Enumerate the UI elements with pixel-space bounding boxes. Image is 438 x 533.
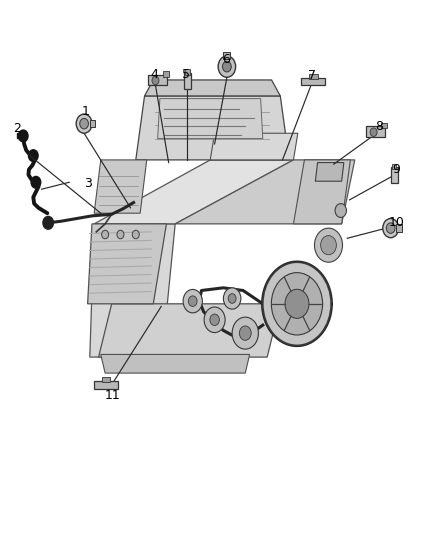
Polygon shape: [293, 160, 350, 224]
Text: 4: 4: [151, 68, 159, 81]
Polygon shape: [185, 69, 190, 75]
Polygon shape: [88, 224, 166, 304]
Circle shape: [232, 317, 258, 349]
Text: 3: 3: [84, 177, 92, 190]
Polygon shape: [392, 164, 396, 169]
Polygon shape: [90, 120, 95, 127]
Polygon shape: [90, 224, 175, 357]
Circle shape: [383, 219, 399, 238]
Circle shape: [31, 176, 41, 188]
Circle shape: [228, 294, 236, 303]
Text: 6: 6: [222, 53, 230, 66]
Circle shape: [152, 76, 159, 85]
Polygon shape: [381, 123, 387, 128]
Circle shape: [80, 118, 88, 129]
Circle shape: [335, 204, 346, 217]
Polygon shape: [136, 96, 289, 160]
Polygon shape: [223, 52, 230, 59]
Circle shape: [218, 56, 236, 77]
Circle shape: [28, 150, 38, 161]
Circle shape: [263, 262, 331, 345]
Polygon shape: [145, 80, 280, 96]
Circle shape: [183, 289, 202, 313]
Polygon shape: [396, 224, 402, 232]
Circle shape: [223, 288, 241, 309]
Circle shape: [188, 296, 197, 306]
Text: 1: 1: [81, 106, 89, 118]
Polygon shape: [94, 160, 293, 224]
Circle shape: [271, 273, 322, 335]
Polygon shape: [163, 71, 169, 77]
Polygon shape: [315, 163, 344, 181]
Circle shape: [204, 307, 225, 333]
Polygon shape: [101, 354, 250, 373]
Circle shape: [239, 326, 251, 341]
Circle shape: [18, 130, 28, 142]
Polygon shape: [184, 73, 191, 89]
Polygon shape: [99, 304, 280, 357]
Text: 2: 2: [14, 123, 21, 135]
Text: 5: 5: [182, 68, 190, 81]
Polygon shape: [102, 377, 110, 382]
Polygon shape: [175, 160, 355, 224]
Circle shape: [43, 216, 53, 229]
Polygon shape: [94, 160, 147, 213]
Text: 9: 9: [392, 163, 400, 176]
Polygon shape: [309, 74, 318, 79]
Text: 8: 8: [375, 120, 383, 133]
Circle shape: [223, 61, 231, 72]
Text: 11: 11: [105, 389, 121, 402]
Polygon shape: [94, 381, 118, 389]
Circle shape: [210, 314, 219, 326]
Circle shape: [76, 114, 92, 133]
Polygon shape: [391, 167, 398, 183]
Circle shape: [102, 230, 109, 239]
Polygon shape: [17, 133, 23, 138]
Circle shape: [285, 289, 309, 318]
Circle shape: [117, 230, 124, 239]
Circle shape: [321, 236, 336, 255]
Polygon shape: [210, 133, 298, 160]
Text: 10: 10: [389, 216, 404, 229]
Polygon shape: [301, 78, 325, 85]
Circle shape: [132, 230, 139, 239]
Text: 7: 7: [308, 69, 316, 82]
Polygon shape: [366, 126, 385, 137]
Circle shape: [370, 128, 377, 136]
Polygon shape: [158, 99, 263, 139]
Polygon shape: [148, 75, 167, 85]
Circle shape: [314, 228, 343, 262]
Circle shape: [386, 223, 395, 233]
